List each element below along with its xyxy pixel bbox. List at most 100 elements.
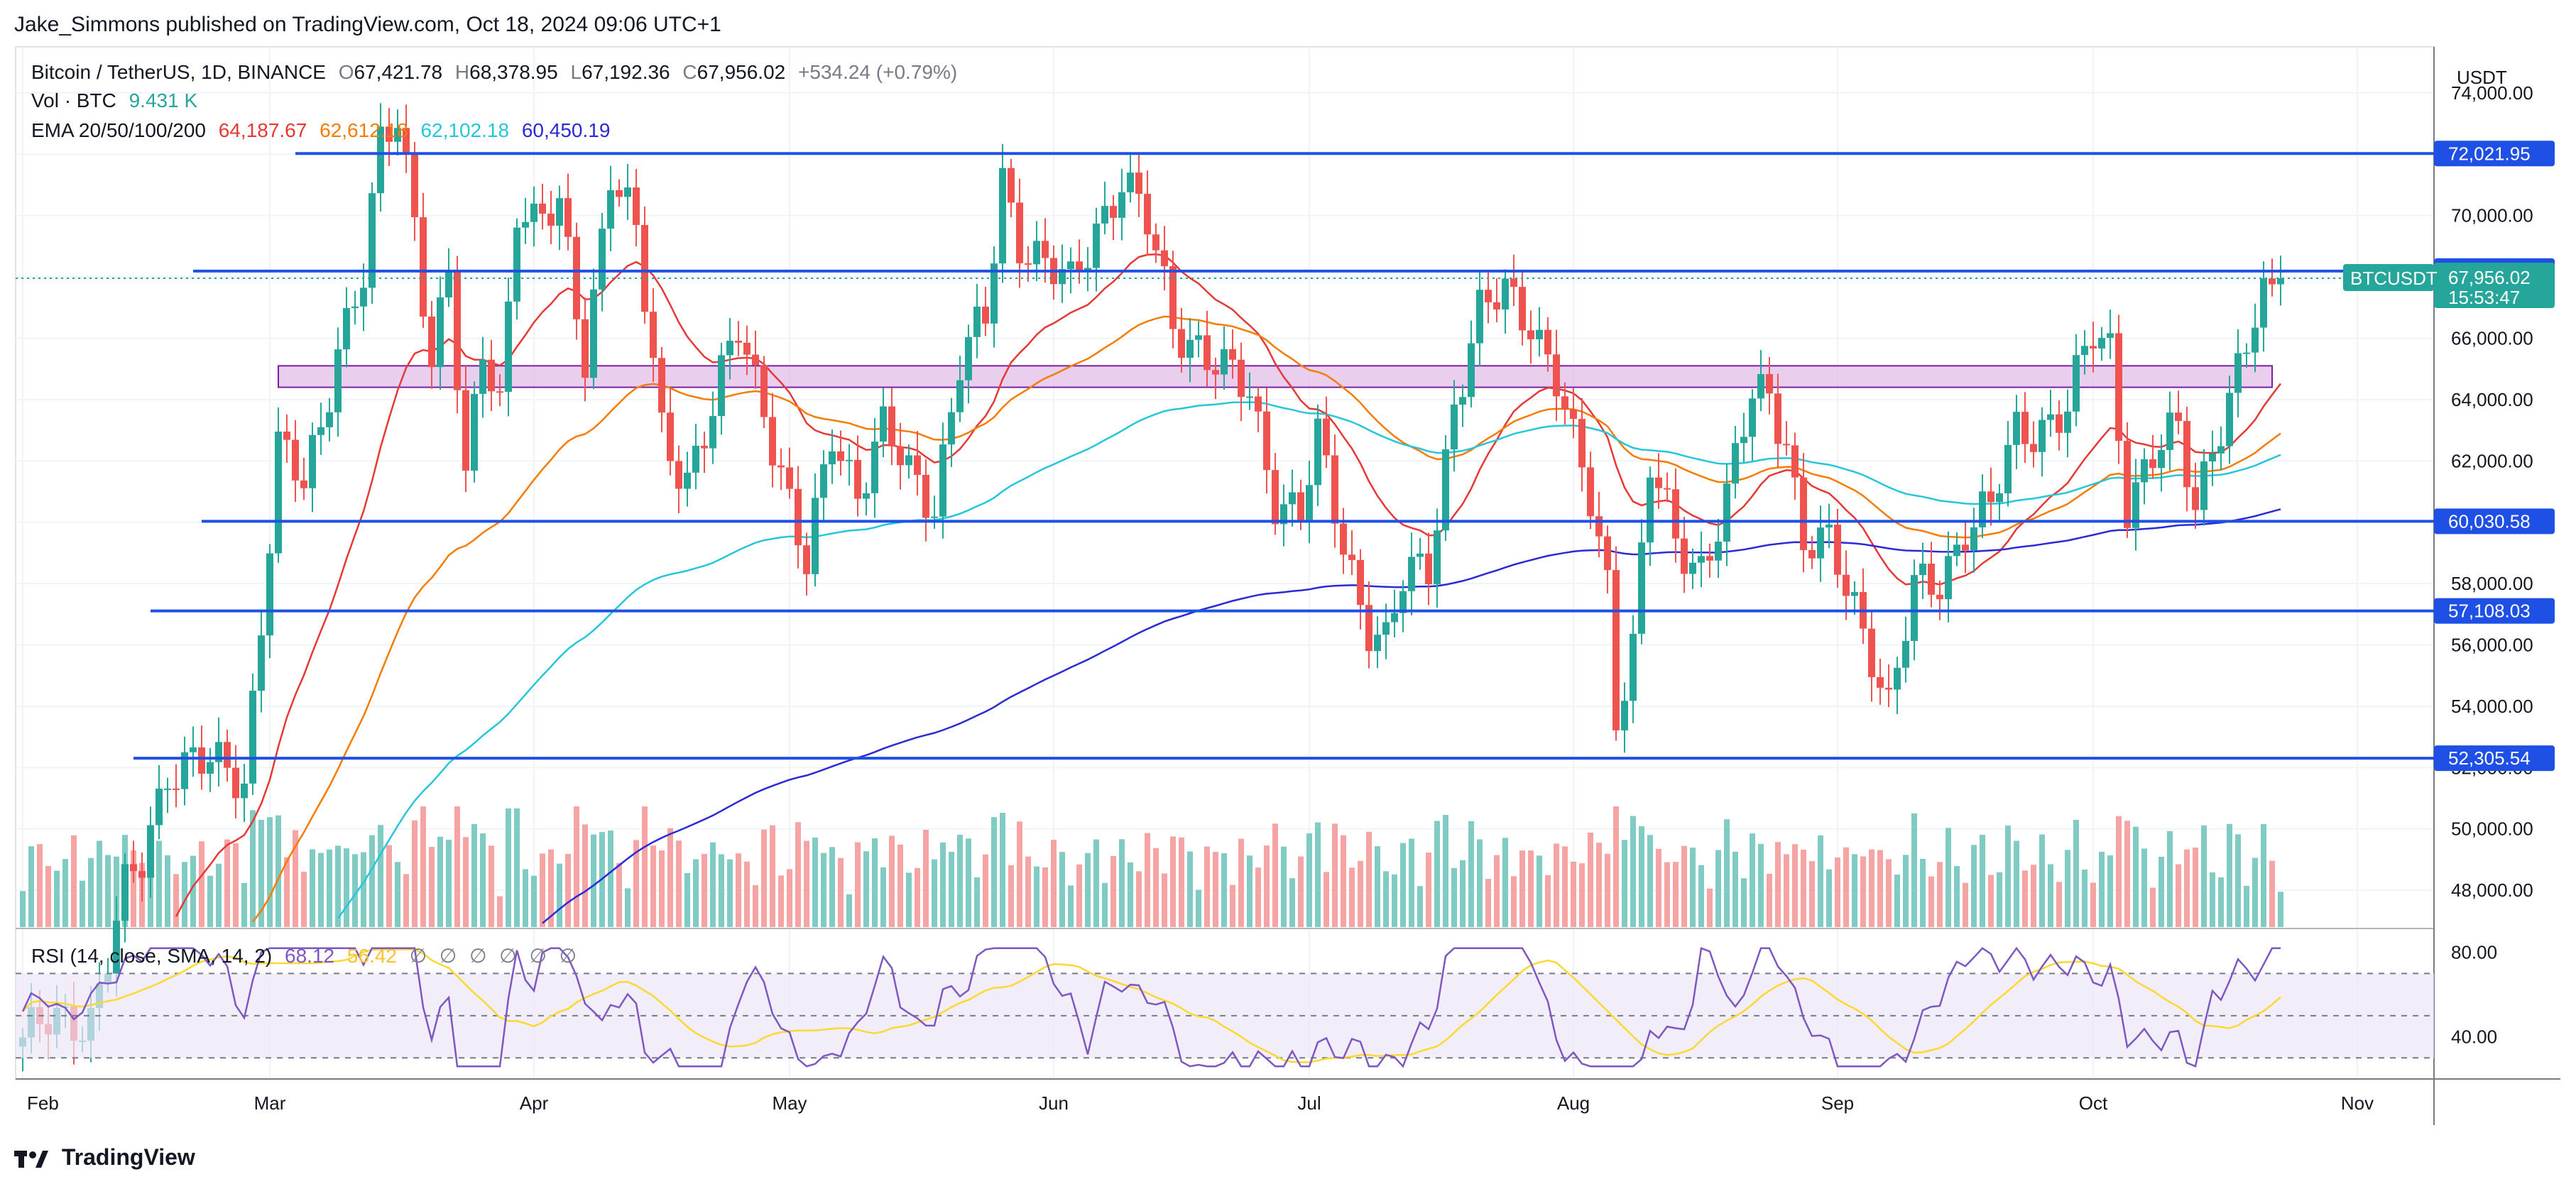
candle-202 — [1740, 412, 1747, 463]
candle-155 — [1340, 508, 1347, 574]
candle-126 — [1093, 207, 1100, 292]
candle-96 — [837, 430, 844, 476]
candle-180 — [1553, 329, 1560, 421]
candle-body-24 — [224, 742, 231, 768]
volume-bar-215 — [1852, 854, 1857, 927]
resistance-zone[interactable] — [278, 365, 2273, 388]
candle-body-100 — [871, 442, 878, 493]
candle-body-25 — [232, 767, 239, 799]
volume-bar-45 — [403, 874, 409, 927]
candle-body-183 — [1578, 419, 1586, 468]
candle-44 — [394, 109, 401, 156]
candle-121 — [1050, 245, 1057, 300]
volume-bar-57 — [506, 808, 511, 927]
volume-bar-146 — [1264, 845, 1270, 927]
candle-24 — [224, 729, 231, 782]
candle-body-124 — [1076, 261, 1083, 271]
candle-body-37 — [334, 349, 342, 412]
candle-body-176 — [1519, 287, 1526, 331]
volume-bar-6 — [71, 835, 77, 927]
candle-35 — [317, 402, 324, 455]
price-axis[interactable]: USDT74,000.0072,000.0070,000.0068,000.00… — [2343, 67, 2555, 1048]
candle-225 — [1936, 580, 1943, 620]
candle-body-185 — [1595, 516, 1603, 537]
candle-body-137 — [1186, 339, 1194, 358]
candle-106 — [922, 459, 929, 542]
footer-brand[interactable]: TradingView — [14, 1144, 195, 1171]
volume-bar-195 — [1681, 845, 1687, 927]
candle-120 — [1042, 218, 1049, 283]
volume-bar-171 — [1477, 839, 1483, 927]
volume-legend[interactable]: Vol · BTC 9.431 K — [31, 89, 204, 112]
volume-bar-96 — [838, 857, 844, 927]
volume-bar-129 — [1119, 839, 1125, 927]
candle-47 — [420, 192, 427, 328]
candle-55 — [488, 339, 495, 412]
price-tick-5: 64,000.00 — [2451, 389, 2533, 410]
symbol-legend[interactable]: Bitcoin / TetherUS, 1D, BINANCE O67,421.… — [31, 61, 964, 84]
volume-bar-24 — [224, 839, 230, 927]
candle-body-150 — [1297, 492, 1304, 520]
candle-body-41 — [369, 193, 376, 288]
candle-body-210 — [1808, 549, 1816, 559]
volume-bar-167 — [1443, 814, 1448, 927]
candle-body-213 — [1834, 525, 1841, 575]
horizontal-levels[interactable] — [16, 152, 2434, 760]
rsi-label: RSI (14, close, SMA, 14, 2) — [31, 945, 273, 967]
candle-137 — [1186, 317, 1194, 383]
time-axis[interactable]: Feb Mar Apr May Jun Jul Aug Sep Oct Nov — [27, 1092, 2374, 1114]
volume-bar-122 — [1059, 852, 1065, 927]
candle-body-224 — [1928, 564, 1935, 595]
volume-bar-242 — [2082, 869, 2087, 927]
change-value: +534.24 (+0.79%) — [798, 61, 958, 83]
candle-body-214 — [1843, 574, 1850, 596]
candle-body-107 — [931, 516, 938, 518]
candle-109 — [948, 398, 955, 467]
volume-bar-121 — [1051, 839, 1057, 927]
month-label-oct: Oct — [2079, 1092, 2108, 1114]
symbol-title[interactable]: Bitcoin / TetherUS, 1D, BINANCE — [31, 61, 326, 83]
candle-body-254 — [2183, 421, 2190, 488]
candle-body-61 — [539, 203, 546, 214]
candle-body-175 — [1510, 278, 1517, 287]
volume-bar-7 — [80, 880, 85, 927]
candle-body-45 — [403, 128, 410, 153]
candle-body-52 — [462, 390, 469, 471]
rsi-legend[interactable]: RSI (14, close, SMA, 14, 2) 68.12 56.42 … — [31, 944, 584, 968]
volume-bar-234 — [2014, 840, 2019, 927]
candle-body-147 — [1272, 470, 1279, 525]
candle-104 — [905, 444, 912, 479]
volume-bar-127 — [1102, 882, 1108, 927]
ema-legend[interactable]: EMA 20/50/100/200 64,187.67 62,612.18 62… — [31, 119, 617, 142]
candle-190 — [1638, 519, 1645, 645]
candle-139 — [1204, 310, 1211, 388]
candle-25 — [232, 745, 239, 818]
candle-body-222 — [1911, 575, 1918, 641]
volume-bar-98 — [855, 842, 861, 927]
rsi-empty-mark-2: ∅ — [439, 945, 457, 967]
candle-219 — [1885, 664, 1892, 708]
candle-body-96 — [837, 451, 844, 461]
volume-bar-29 — [267, 817, 273, 927]
candle-body-227 — [1953, 544, 1960, 557]
month-label-feb: Feb — [27, 1092, 59, 1114]
candle-143 — [1238, 342, 1245, 422]
volume-bar-235 — [2022, 870, 2028, 927]
volume-bar-123 — [1068, 885, 1074, 927]
candle-257 — [2209, 430, 2216, 486]
candle-body-257 — [2209, 453, 2216, 462]
candle-49 — [437, 276, 444, 390]
candle-body-258 — [2217, 446, 2225, 454]
candle-body-46 — [411, 153, 418, 218]
volume-bar-21 — [199, 841, 204, 927]
candle-217 — [1868, 610, 1875, 702]
candle-body-129 — [1118, 192, 1125, 218]
candle-241 — [2073, 334, 2080, 427]
candle-body-233 — [2004, 444, 2012, 494]
volume-bar-135 — [1170, 836, 1176, 927]
candle-body-211 — [1817, 527, 1824, 559]
candle-232 — [1996, 483, 2003, 523]
candle-124 — [1076, 239, 1083, 284]
candle-58 — [513, 218, 520, 320]
